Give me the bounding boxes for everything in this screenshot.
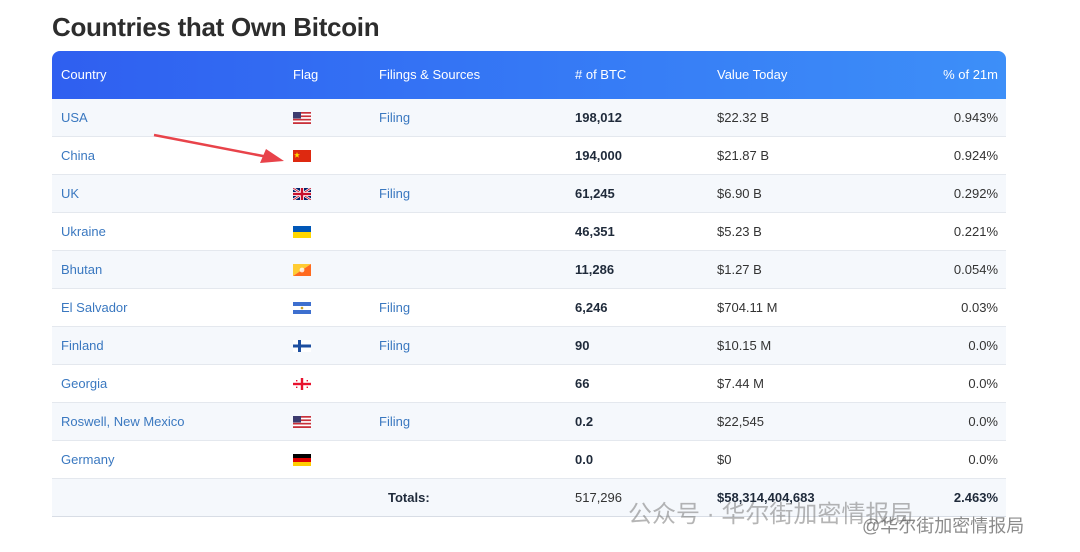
totals-value: $58,314,404,683 bbox=[717, 490, 815, 505]
country-link[interactable]: Germany bbox=[61, 452, 115, 467]
watermark-handle: @华尔街加密情报局 bbox=[862, 516, 1025, 536]
value-today: $1.27 B bbox=[717, 262, 762, 277]
percent-of-21m: 0.0% bbox=[968, 338, 998, 353]
country-link[interactable]: USA bbox=[61, 110, 88, 125]
flag-icon bbox=[293, 150, 311, 165]
btc-amount: 66 bbox=[575, 376, 590, 391]
table-row: El Salvador Filing 6,246 $704.11 M 0.03% bbox=[52, 289, 1006, 327]
column-header: % of 21m bbox=[943, 67, 998, 82]
value-today: $10.15 M bbox=[717, 338, 772, 353]
flag-icon bbox=[293, 416, 311, 431]
flag-icon bbox=[293, 302, 311, 317]
btc-amount: 0.0 bbox=[575, 452, 594, 467]
country-link[interactable]: UK bbox=[61, 186, 80, 201]
country-link[interactable]: Roswell, New Mexico bbox=[61, 414, 185, 429]
btc-amount: 46,351 bbox=[575, 224, 615, 239]
flag-icon bbox=[293, 112, 311, 127]
value-today: $22.32 B bbox=[717, 110, 770, 125]
filing-link[interactable]: Filing bbox=[379, 338, 411, 353]
table-row: China 194,000 $21.87 B 0.924% bbox=[52, 137, 1006, 175]
country-link[interactable]: Ukraine bbox=[61, 224, 106, 239]
flag-icon bbox=[293, 378, 311, 393]
country-link[interactable]: China bbox=[61, 148, 95, 163]
btc-amount: 61,245 bbox=[575, 186, 615, 201]
value-today: $6.90 B bbox=[717, 186, 762, 201]
red-arrow bbox=[153, 133, 284, 163]
percent-of-21m: 0.292% bbox=[953, 186, 998, 201]
filing-link[interactable]: Filing bbox=[379, 414, 411, 429]
table-row: UK Filing 61,245 $6.90 B 0.292% bbox=[52, 175, 1006, 213]
table-row: USA Filing 198,012 $22.32 B 0.943% bbox=[52, 99, 1006, 137]
value-today: $704.11 M bbox=[717, 300, 778, 315]
percent-of-21m: 0.221% bbox=[953, 224, 998, 239]
table-row: Germany 0.0 $0 0.0% bbox=[52, 441, 1006, 479]
percent-of-21m: 0.943% bbox=[953, 110, 998, 125]
value-today: $21.87 B bbox=[717, 148, 770, 163]
flag-icon bbox=[292, 187, 312, 203]
table-header: Country Flag Filings & Sources # of BTC Valu… bbox=[52, 51, 1006, 99]
percent-of-21m: 0.0% bbox=[968, 414, 998, 429]
filing-link[interactable]: Filing bbox=[379, 300, 411, 315]
btc-amount: 11,286 bbox=[575, 262, 615, 277]
table-row: Ukraine 46,351 $5.23 B 0.221% bbox=[52, 213, 1006, 251]
table-row: Bhutan 11,286 $1.27 B 0.054% bbox=[52, 251, 1006, 289]
percent-of-21m: 0.054% bbox=[953, 262, 998, 277]
totals-label: Totals: bbox=[388, 490, 430, 505]
percent-of-21m: 0.924% bbox=[953, 148, 998, 163]
totals-row: Totals: 517,296 $58,314,404,683 2.463% bbox=[52, 479, 1006, 517]
btc-amount: 90 bbox=[575, 338, 590, 353]
column-header: Filings & Sources bbox=[379, 67, 481, 82]
totals-btc: 517,296 bbox=[575, 490, 622, 505]
value-today: $0 bbox=[717, 452, 732, 467]
column-header: Flag bbox=[293, 67, 319, 82]
country-link[interactable]: El Salvador bbox=[61, 300, 128, 315]
flag-icon bbox=[293, 264, 311, 279]
value-today: $22,545 bbox=[717, 414, 764, 429]
page-title: Countries that Own Bitcoin bbox=[52, 12, 380, 42]
flag-icon bbox=[293, 454, 311, 469]
table-row: Roswell, New Mexico Filing 0.2 $22,545 0.0% bbox=[52, 403, 1006, 441]
bitcoin-table: Country Flag Filings & Sources # of BTC Valu… bbox=[52, 51, 1006, 517]
country-link[interactable]: Georgia bbox=[61, 376, 108, 391]
country-link[interactable]: Finland bbox=[61, 338, 104, 353]
totals-percent: 2.463% bbox=[953, 490, 998, 505]
column-header: Country bbox=[61, 67, 107, 82]
percent-of-21m: 0.03% bbox=[961, 300, 998, 315]
btc-amount: 198,012 bbox=[575, 110, 622, 125]
column-header: # of BTC bbox=[575, 67, 627, 82]
flag-icon bbox=[293, 226, 311, 241]
percent-of-21m: 0.0% bbox=[968, 376, 998, 391]
btc-amount: 0.2 bbox=[575, 414, 594, 429]
column-header: Value Today bbox=[717, 67, 788, 82]
table-row: Georgia 66 $7.44 M 0.0% bbox=[52, 365, 1006, 403]
filing-link[interactable]: Filing bbox=[379, 110, 411, 125]
country-link[interactable]: Bhutan bbox=[61, 262, 103, 277]
btc-amount: 194,000 bbox=[575, 148, 622, 163]
value-today: $7.44 M bbox=[717, 376, 764, 391]
percent-of-21m: 0.0% bbox=[968, 452, 998, 467]
flag-icon bbox=[293, 340, 311, 355]
watermark: 公众号 · 华尔街加密情报局 bbox=[628, 501, 914, 528]
btc-amount: 6,246 bbox=[575, 300, 608, 315]
table-row: Finland Filing 90 $10.15 M 0.0% bbox=[52, 327, 1006, 365]
filing-link[interactable]: Filing bbox=[379, 186, 411, 201]
value-today: $5.23 B bbox=[717, 224, 762, 239]
